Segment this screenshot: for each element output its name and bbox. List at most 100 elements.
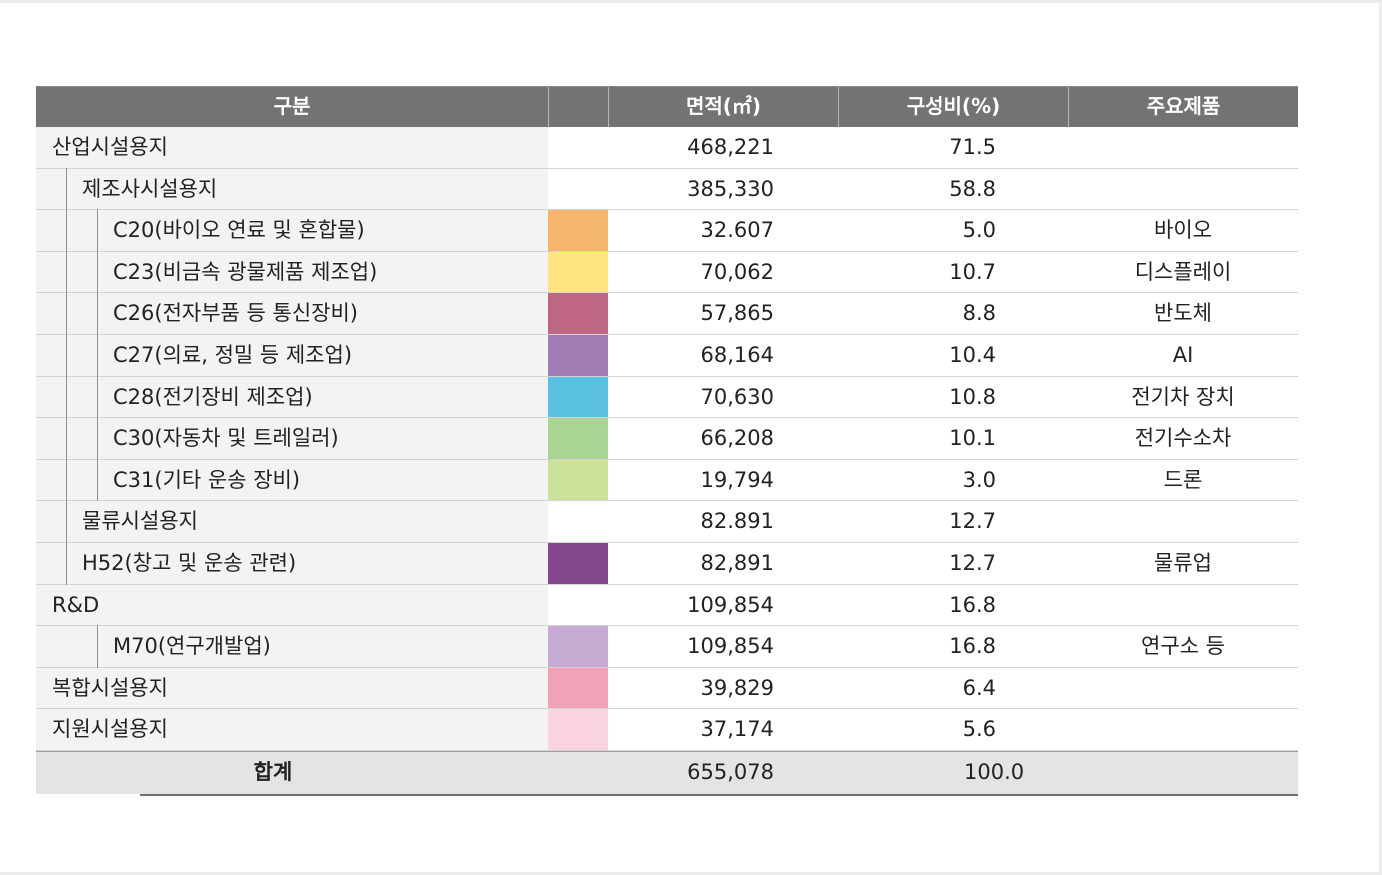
product-value: 디스플레이 [1134,259,1232,284]
ratio-value: 12.7 [949,509,996,534]
table-row: R&D 109,854 16.8 [36,584,1298,627]
color-swatch [548,418,608,459]
tree-line [66,541,67,585]
color-swatch [548,334,608,376]
tree-line [97,417,98,460]
label-cell [36,626,548,667]
ratio-value: 3.0 [962,467,996,492]
label-cell [36,542,548,584]
color-swatch [548,127,608,168]
row-label: C20(바이오 연료 및 혼합물) [113,218,365,243]
table-row: C30(자동차 및 트레일러) 66,208 10.1 전기수소차 [36,417,1298,460]
row-label: 복합시설용지 [52,675,168,700]
area-value: 57,865 [700,301,774,326]
label-cell [36,127,548,168]
color-swatch [548,667,608,709]
color-swatch [548,459,608,501]
row-label: C26(전자부품 등 통신장비) [113,301,359,326]
row-label: C27(의료, 정밀 등 제조업) [113,342,353,367]
ratio-value: 16.8 [949,634,996,659]
product-value: 전기수소차 [1134,426,1232,451]
area-value: 70,630 [700,384,774,409]
tree-line [97,375,98,419]
area-value: 109,854 [687,592,774,617]
label-cell [36,501,548,542]
header-ratio: 구성비(%) [838,87,1068,127]
label-cell [36,709,548,750]
area-value: 82.891 [700,509,774,534]
tree-line [97,209,98,252]
land-use-table: 구분 면적(㎡) 구성비(%) 주요제품 산업시설용지 468,221 71.5 제조… [36,86,1298,796]
table-row: C20(바이오 연료 및 혼합물) 32.607 5.0 바이오 [36,209,1298,252]
color-swatch [548,251,608,293]
label-cell [36,168,548,210]
row-label: 물류시설용지 [82,509,198,534]
label-cell [36,334,548,376]
color-swatch [548,376,608,418]
product-value [1068,501,1298,542]
color-swatch [548,210,608,251]
area-value: 39,829 [700,675,774,700]
tree-line [97,250,98,294]
label-cell [36,667,548,709]
area-value: 385,330 [687,176,774,201]
table-row: 복합시설용지 39,829 6.4 [36,667,1298,710]
label-cell [36,210,548,251]
label-cell [36,584,548,626]
product-value: AI [1172,342,1194,367]
label-cell [36,459,548,501]
ratio-value: 8.8 [962,301,996,326]
row-label: R&D [52,592,100,617]
tree-line [97,333,98,377]
ratio-value: 58.8 [949,176,996,201]
table-body: 산업시설용지 468,221 71.5 제조사시설용지 385,330 58.8 C20(바… [36,127,1298,751]
label-cell [36,418,548,459]
color-swatch [548,542,608,584]
area-value: 82,891 [700,550,774,575]
table-row: C23(비금속 광물제품 제조업) 70,062 10.7 디스플레이 [36,250,1298,294]
total-ratio: 100.0 [964,759,1025,784]
product-value: 드론 [1163,467,1203,492]
color-swatch [548,169,608,210]
color-swatch [548,585,608,626]
tree-line [66,417,67,460]
header-color [548,87,608,127]
product-value: 연구소 등 [1141,634,1225,659]
color-swatch [548,709,608,750]
area-value: 70,062 [700,259,774,284]
area-value: 66,208 [700,426,774,451]
tree-line [66,209,67,252]
color-swatch [548,626,608,667]
ratio-value: 12.7 [949,550,996,575]
product-value [1068,127,1298,168]
color-swatch [548,501,608,542]
row-label: 지원시설용지 [52,717,168,742]
table-row: C27(의료, 정밀 등 제조업) 68,164 10.4 AI [36,333,1298,377]
ratio-value: 6.4 [962,675,996,700]
tree-line [66,292,67,335]
ratio-value: 10.8 [949,384,996,409]
header-products: 주요제품 [1068,87,1298,127]
table-row: C26(전자부품 등 통신장비) 57,865 8.8 반도체 [36,292,1298,335]
area-value: 19,794 [700,467,774,492]
tree-line [66,250,67,294]
ratio-value: 10.4 [949,342,996,367]
row-label: H52(창고 및 운송 관련) [82,550,297,575]
ratio-value: 10.1 [949,426,996,451]
row-label: C23(비금속 광물제품 제조업) [113,259,378,284]
table-row: 지원시설용지 37,174 5.6 [36,709,1298,751]
header-category: 구분 [273,94,311,118]
table-row: H52(창고 및 운송 관련) 82,891 12.7 물류업 [36,541,1298,585]
ratio-value: 10.7 [949,259,996,284]
product-value [1068,585,1298,626]
table-row: 산업시설용지 468,221 71.5 [36,127,1298,169]
label-cell [36,376,548,418]
product-value: 바이오 [1154,218,1212,243]
total-area: 655,078 [687,759,774,784]
table-row: 물류시설용지 82.891 12.7 [36,500,1298,543]
ratio-value: 5.6 [962,717,996,742]
table-row: M70(연구개발업) 109,854 16.8 연구소 등 [36,625,1298,668]
page: 구분 면적(㎡) 구성비(%) 주요제품 산업시설용지 468,221 71.5 제조… [0,3,1379,872]
ratio-value: 71.5 [949,135,996,159]
product-value [1068,709,1298,750]
